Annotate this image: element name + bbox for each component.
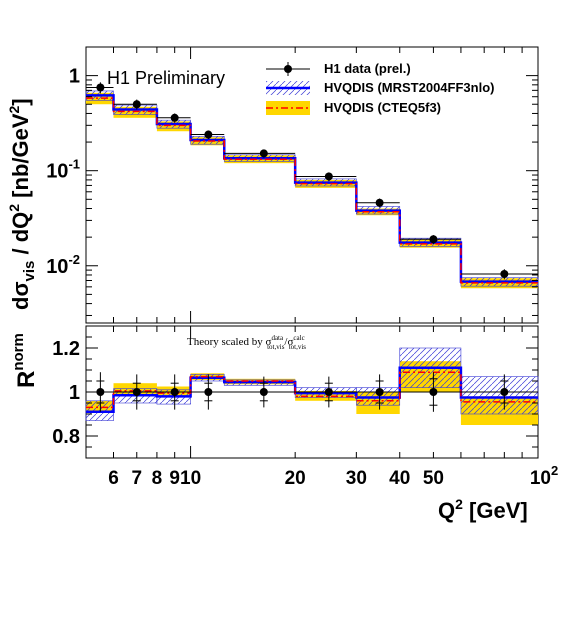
top-mrst-step-line [86, 94, 538, 283]
legend-marker-data [284, 65, 292, 73]
legend: H1 data (prel.) HVQDIS (MRST2004FF3nlo) … [266, 61, 494, 115]
x-tick-label: 6 [108, 468, 119, 489]
bottom-y-tick-label: 1 [69, 382, 80, 404]
legend-entry-cteq: HVQDIS (CTEQ5f3) [266, 100, 441, 115]
top-data-point [86, 82, 114, 94]
legend-label-data: H1 data (prel.) [324, 61, 411, 76]
bot-data-point [113, 374, 157, 410]
x-tick-label: 102 [530, 463, 558, 489]
bottom-y-tick-label: 1.2 [52, 338, 80, 360]
top-cteq-step-line [86, 97, 538, 284]
mrst-line-top [86, 94, 538, 283]
bottom-y-axis-label: Rnorm [10, 333, 40, 388]
top-data-point [190, 130, 225, 140]
cteq-line-top [86, 97, 538, 284]
bot-cteq-step-line [86, 371, 538, 409]
top-axes: 1 10-1 10-2 [46, 46, 539, 323]
mrst-line-bottom [86, 366, 538, 414]
bot-data-point [399, 372, 461, 412]
chart-text-label: H1 Preliminary [107, 68, 225, 88]
x-axis-label: Q2 [GeV] [438, 496, 528, 523]
top-y-axis-label: dσvis / dQ2 [nb/GeV2] [6, 98, 38, 310]
top-data-point [295, 172, 357, 181]
bottom-axes: 1.2 1 0.8 6 7 8 9 10 20 30 40 50 102 [52, 325, 558, 489]
mrst-band-top [85, 90, 539, 287]
top-data-point [399, 235, 461, 244]
top-data-point [460, 269, 538, 280]
bot-data-point [356, 374, 400, 410]
x-tick-label: 20 [285, 468, 306, 489]
bot-mrst-step-line [86, 366, 538, 414]
bot-data-point [190, 374, 225, 410]
top-data-point [224, 149, 296, 158]
x-tick-label: 10 [180, 468, 201, 489]
x-tick-label: 7 [131, 468, 142, 489]
cteq-line-bottom [86, 371, 538, 409]
bottom-y-tick-label: 0.8 [52, 426, 80, 448]
legend-entry-mrst: HVQDIS (MRST2004FF3nlo) [266, 80, 494, 95]
bot-data-point [224, 376, 296, 408]
x-tick-label: 30 [346, 468, 367, 489]
h1-data-top [86, 82, 538, 280]
top-y-tick-label: 1 [69, 66, 80, 88]
bot-data-point [156, 374, 191, 410]
legend-label-cteq: HVQDIS (CTEQ5f3) [324, 100, 441, 115]
legend-label-mrst: HVQDIS (MRST2004FF3nlo) [324, 80, 494, 95]
legend-entry-data: H1 data (prel.) [266, 61, 411, 76]
top-y-tick-label: 10-2 [46, 252, 80, 278]
top-data-point [113, 99, 157, 110]
top-data-point [156, 113, 191, 123]
top-data-point [356, 198, 400, 208]
cteq-band-top [86, 92, 538, 289]
bot-mrst-band-bin [460, 376, 539, 415]
bot-data-point [460, 374, 538, 410]
bot-data-point [295, 376, 357, 408]
x-tick-label: 8 [152, 468, 163, 489]
x-tick-label: 40 [389, 468, 410, 489]
top-y-tick-label: 10-1 [46, 157, 80, 183]
h1-data-bottom [86, 372, 538, 412]
x-tick-label: 50 [423, 468, 444, 489]
bottom-annotation: Theory scaled by σdata tot,vis/σcalc tot,v… [187, 334, 306, 351]
x-tick-label: 9 [169, 468, 180, 489]
